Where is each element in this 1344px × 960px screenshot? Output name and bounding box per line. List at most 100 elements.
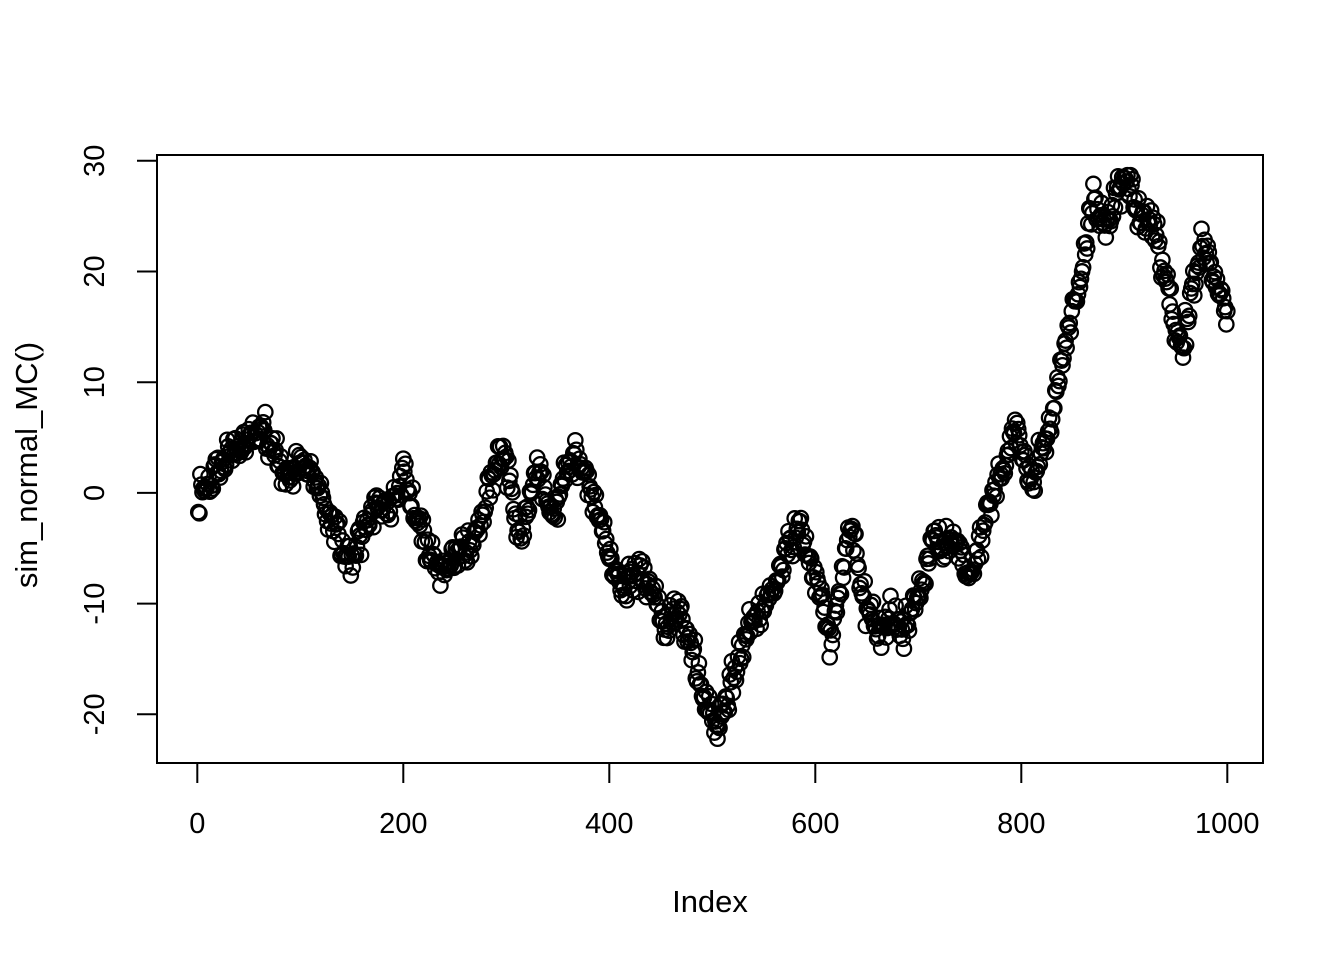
data-point-circle — [834, 569, 852, 587]
data-point-circle — [813, 580, 830, 598]
data-point-circle — [972, 548, 990, 566]
data-point-circle — [1078, 240, 1096, 257]
data-point-circle — [1193, 220, 1210, 238]
data-point-circle — [852, 575, 869, 593]
data-point-circle — [254, 414, 272, 431]
data-point-circle — [734, 648, 752, 666]
x-axis-title: Index — [672, 884, 748, 919]
data-point-circle — [546, 509, 564, 526]
data-point-circle — [847, 525, 864, 543]
data-point-circle — [689, 664, 707, 681]
data-point-circle — [515, 527, 533, 544]
data-point-circle — [1154, 251, 1171, 269]
data-point-circle — [766, 582, 784, 600]
data-point-circle — [1213, 282, 1231, 299]
data-point-circle — [549, 511, 567, 528]
data-point-circle — [268, 430, 285, 447]
data-point-circle — [720, 701, 738, 719]
data-point-circle — [1200, 243, 1218, 261]
data-point-circle — [1164, 303, 1182, 320]
y-tick-label: 10 — [79, 366, 111, 398]
data-point-circle — [1185, 287, 1203, 304]
data-point-circle — [1069, 285, 1087, 303]
data-point-circle — [1177, 336, 1195, 354]
data-point-circle — [1051, 372, 1068, 390]
data-point-circle — [566, 431, 584, 449]
data-point-circle — [1061, 314, 1079, 332]
data-point-circle — [1103, 196, 1121, 214]
data-point-circle — [395, 463, 413, 481]
data-point-circle — [1025, 473, 1043, 491]
data-point-circle — [709, 730, 726, 748]
data-point-circle — [1179, 313, 1197, 331]
data-point-circle — [658, 629, 676, 647]
data-point-circle — [520, 501, 538, 519]
data-point-circle — [601, 540, 619, 558]
data-point-circle — [702, 695, 720, 713]
data-point-circle — [1145, 215, 1163, 233]
data-point-circle — [832, 585, 850, 603]
data-point-circle — [773, 568, 791, 585]
data-point-circle — [647, 577, 665, 595]
data-point-circle — [532, 463, 550, 481]
data-point-circle — [514, 519, 532, 537]
y-axis-title: sim_normal_MC() — [9, 342, 44, 588]
data-point-circle — [1054, 356, 1071, 374]
data-point-circle — [864, 593, 882, 611]
data-point-circle — [688, 673, 706, 690]
data-point-circle — [1077, 234, 1095, 251]
data-point-circle — [1104, 208, 1122, 225]
data-point-circle — [331, 512, 348, 530]
x-tick-label: 0 — [189, 808, 205, 840]
data-point-circle — [1187, 275, 1204, 293]
data-point-circle — [504, 484, 521, 501]
data-point-circle — [1026, 482, 1044, 500]
x-tick-label: 1000 — [1195, 808, 1260, 840]
data-point-circle — [1144, 209, 1162, 227]
data-point-circle — [727, 671, 745, 689]
data-point-circle — [630, 550, 648, 568]
data-point-circle — [882, 587, 899, 605]
data-point-circle — [1009, 420, 1027, 438]
data-point-circle — [432, 577, 449, 594]
data-point-circle — [1148, 213, 1166, 231]
data-point-circle — [1150, 233, 1168, 250]
data-point-circle — [700, 688, 718, 705]
data-point-circle — [404, 479, 421, 497]
data-point-circle — [1008, 414, 1026, 432]
data-point-circle — [237, 443, 255, 461]
data-point-circle — [342, 567, 360, 584]
data-point-circle — [686, 631, 704, 649]
data-point-circle — [1042, 423, 1060, 441]
data-point-circle — [1074, 258, 1092, 276]
data-point-circle — [191, 504, 208, 522]
data-point-circle — [1218, 302, 1236, 320]
data-point-circle — [983, 507, 1000, 524]
data-point-circle — [1180, 307, 1198, 325]
data-point-circle — [917, 575, 934, 593]
data-point-circle — [965, 565, 983, 583]
data-point-circle — [673, 597, 690, 615]
x-tick-label: 800 — [997, 808, 1045, 840]
data-point-circle — [748, 620, 765, 638]
data-point-circle — [1162, 280, 1180, 297]
plot-border — [156, 154, 1264, 764]
data-point-circle — [1192, 239, 1209, 257]
data-point-circle — [551, 486, 569, 503]
data-point-circle — [1058, 339, 1075, 357]
data-point-circle — [348, 538, 366, 556]
data-point-circle — [792, 509, 810, 527]
y-tick-label: 30 — [79, 145, 111, 177]
y-axis-ticks: -20 -10 0 10 20 30 — [79, 145, 157, 735]
data-point-circle — [814, 586, 831, 604]
data-point-circle — [501, 472, 518, 490]
data-point-circle — [311, 487, 329, 505]
data-point-circle — [1063, 302, 1081, 320]
data-point-circle — [896, 618, 914, 636]
data-point-circle — [807, 563, 825, 581]
y-tick-label: 20 — [79, 255, 111, 287]
data-point-circle — [587, 486, 605, 504]
data-point-circle — [365, 518, 382, 536]
x-axis-ticks: 0 200 400 600 800 1000 — [189, 763, 1260, 840]
